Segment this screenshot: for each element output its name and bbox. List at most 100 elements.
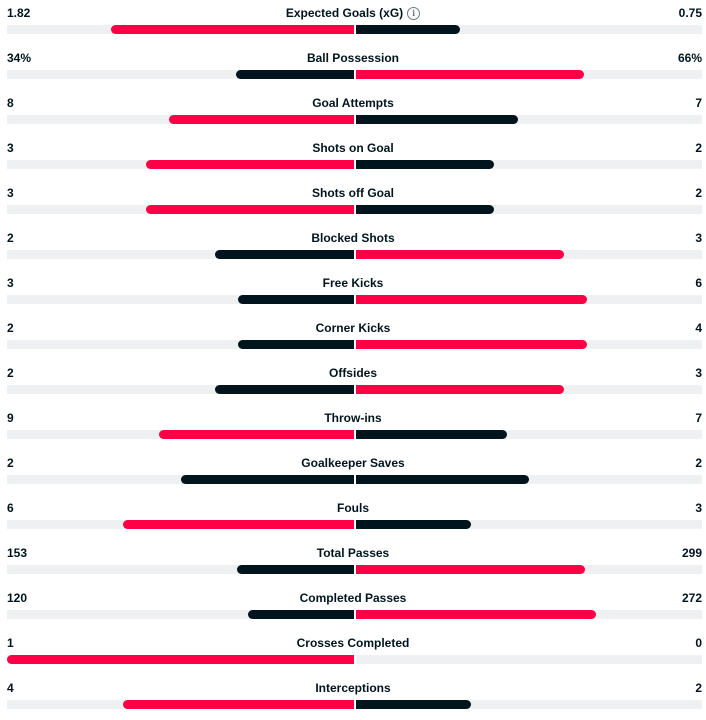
away-bar-fill: [356, 70, 585, 79]
home-bar-fill: [7, 655, 354, 664]
home-value: 8: [7, 96, 14, 110]
away-bar-track: [356, 205, 702, 214]
away-value: 2: [695, 681, 702, 695]
home-value: 2: [7, 456, 14, 470]
away-value: 3: [695, 501, 702, 515]
home-bar-fill: [238, 295, 354, 304]
away-value: 0.75: [678, 6, 702, 20]
away-value: 2: [695, 186, 702, 200]
home-value: 2: [7, 366, 14, 380]
info-icon[interactable]: i: [407, 6, 421, 20]
stat-label-wrapper: Throw-ins: [324, 411, 381, 425]
stat-label-container: Blocked Shots: [0, 231, 706, 245]
stat-label-container: Shots on Goal: [0, 141, 706, 155]
home-bar-track: [7, 295, 354, 304]
stat-label: Blocked Shots: [311, 231, 395, 245]
home-bar-track: [7, 520, 354, 529]
stat-label: Goal Attempts: [312, 96, 394, 110]
home-bar-track: [7, 250, 354, 259]
stat-label: Crosses Completed: [296, 636, 410, 650]
home-bar-track: [7, 340, 354, 349]
away-bar-fill: [356, 430, 508, 439]
home-value: 6: [7, 501, 14, 515]
away-value: 7: [695, 96, 702, 110]
stat-label-wrapper: Ball Possession: [307, 51, 399, 65]
stat-label: Free Kicks: [322, 276, 384, 290]
away-bar-track: [356, 250, 702, 259]
away-bar-fill: [356, 250, 564, 259]
stat-label: Expected Goals (xG): [285, 6, 404, 20]
away-bar-fill: [356, 115, 518, 124]
home-bar-track: [7, 385, 354, 394]
stat-label: Goalkeeper Saves: [301, 456, 405, 470]
stat-label: Offsides: [328, 366, 377, 380]
away-bar-track: [356, 565, 702, 574]
home-bar-fill: [158, 430, 354, 439]
away-bar-track: [356, 700, 702, 709]
away-bar-track: [356, 115, 702, 124]
stat-label-container: Ball Possession: [0, 51, 706, 65]
home-bar-fill: [215, 385, 354, 394]
away-value: 6: [695, 276, 702, 290]
stat-label: Shots off Goal: [312, 186, 394, 200]
home-bar-fill: [238, 340, 354, 349]
home-bar-track: [7, 475, 354, 484]
stat-row: 3 Free Kicks 6: [0, 270, 706, 315]
stat-label-container: Goal Attempts: [0, 96, 706, 110]
home-bar-track: [7, 655, 354, 664]
home-bar-fill: [180, 475, 354, 484]
away-bar-track: [356, 520, 702, 529]
away-bar-fill: [356, 520, 472, 529]
home-value: 2: [7, 321, 14, 335]
away-bar-fill: [356, 565, 586, 574]
away-bar-fill: [356, 385, 564, 394]
home-bar-fill: [236, 70, 354, 79]
home-value: 153: [7, 546, 28, 560]
away-bar-fill: [356, 340, 587, 349]
away-bar-track: [356, 475, 702, 484]
stat-row: 3 Shots on Goal 2: [0, 135, 706, 180]
away-bar-track: [356, 295, 702, 304]
stat-row: 153 Total Passes 299: [0, 540, 706, 585]
home-bar-fill: [111, 25, 354, 34]
away-bar-fill: [356, 295, 587, 304]
stat-label-container: Throw-ins: [0, 411, 706, 425]
home-value: 120: [7, 591, 28, 605]
away-bar-fill: [356, 475, 529, 484]
stat-label: Corner Kicks: [315, 321, 391, 335]
home-value: 3: [7, 276, 14, 290]
away-value: 7: [695, 411, 702, 425]
stat-label-wrapper: Corner Kicks: [316, 321, 391, 335]
stat-row: 8 Goal Attempts 7: [0, 90, 706, 135]
home-bar-track: [7, 430, 354, 439]
away-value: 2: [695, 141, 702, 155]
home-bar-track: [7, 610, 354, 619]
stat-row: 120 Completed Passes 272: [0, 585, 706, 630]
stat-label-container: Total Passes: [0, 546, 706, 560]
home-value: 3: [7, 141, 14, 155]
away-bar-fill: [356, 700, 472, 709]
stat-label-container: Fouls: [0, 501, 706, 515]
away-value: 66%: [677, 51, 702, 65]
stat-label-wrapper: Interceptions: [315, 681, 390, 695]
away-value: 272: [681, 591, 702, 605]
home-bar-track: [7, 205, 354, 214]
home-value: 34%: [7, 51, 32, 65]
stat-label: Ball Possession: [306, 51, 400, 65]
home-bar-track: [7, 160, 354, 169]
stat-label-wrapper: Shots off Goal: [312, 186, 394, 200]
stat-label-wrapper: Expected Goals (xG) i: [285, 6, 421, 20]
stat-label-container: Offsides: [0, 366, 706, 380]
stat-label-wrapper: Goalkeeper Saves: [301, 456, 404, 470]
away-value: 3: [695, 231, 702, 245]
stat-label-container: Completed Passes: [0, 591, 706, 605]
home-bar-fill: [247, 610, 354, 619]
stat-label-container: Interceptions: [0, 681, 706, 695]
stat-label-container: Free Kicks: [0, 276, 706, 290]
home-bar-fill: [145, 205, 354, 214]
stat-row: 2 Goalkeeper Saves 2: [0, 450, 706, 495]
stat-row: 34% Ball Possession 66%: [0, 45, 706, 90]
stat-label-wrapper: Completed Passes: [300, 591, 407, 605]
away-bar-track: [356, 25, 702, 34]
stat-label-wrapper: Offsides: [329, 366, 377, 380]
